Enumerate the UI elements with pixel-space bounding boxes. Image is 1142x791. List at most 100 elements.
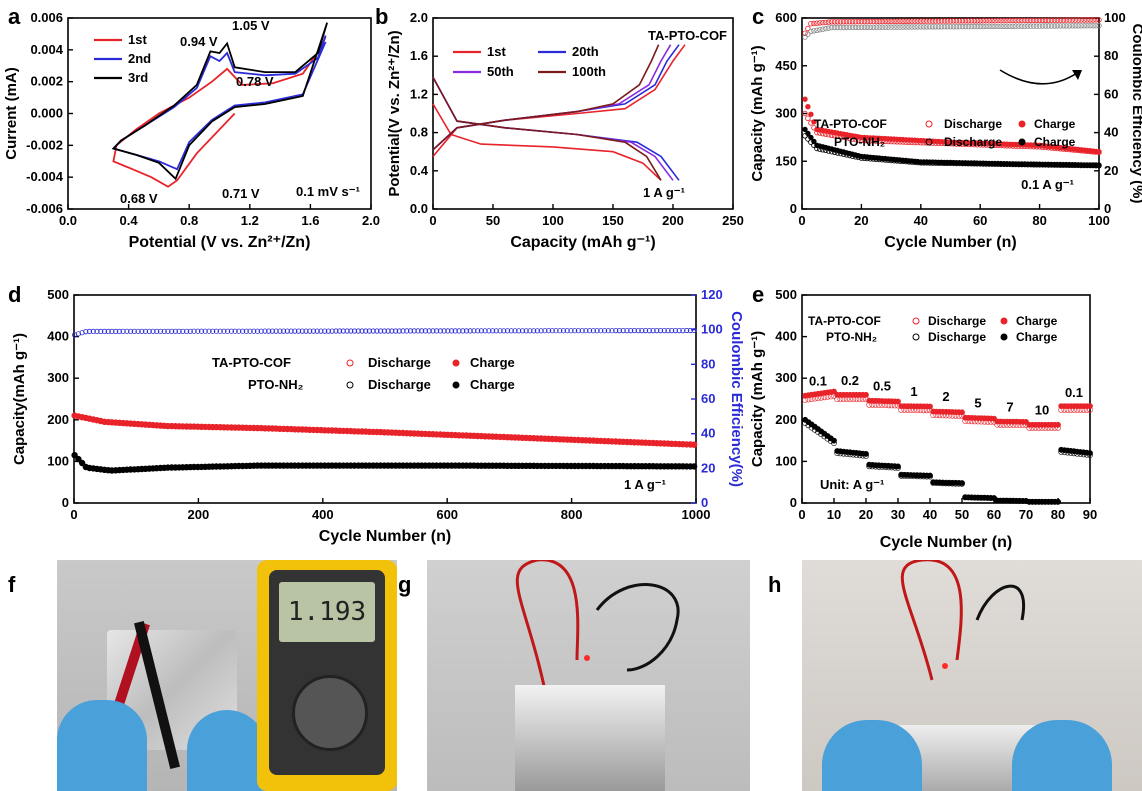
panel-letter-g: g <box>398 572 412 597</box>
point-PTO-NH₂ CE <box>1016 23 1022 29</box>
point-PTO-NH₂ CE <box>867 24 873 30</box>
point-PTO-NH₂ CE <box>1063 23 1069 29</box>
point-CE <box>433 328 440 334</box>
y-axis-label: Current (mA) <box>3 67 20 160</box>
point-PTO-NH₂ CE <box>876 24 882 30</box>
point-CE <box>336 328 343 334</box>
point-PTO-NH₂ CE <box>1087 23 1093 29</box>
point-CE <box>486 328 492 334</box>
y2-tick-label: 100 <box>701 322 723 337</box>
legend-label: Discharge <box>368 377 431 392</box>
point-TA-PTO-COF Discharge <box>832 133 838 139</box>
y-tick-label: 600 <box>775 10 797 25</box>
point-PTO-NH₂ Discharge <box>858 155 865 161</box>
point-TA-PTO-COF Discharge <box>855 137 862 143</box>
point-discharge-TA-PTO-COF <box>968 418 975 425</box>
point-TA-PTO-COF CE <box>885 18 891 25</box>
point-TA-PTO-COF Discharge <box>811 125 817 131</box>
x-tick-label: 90 <box>1083 507 1097 522</box>
point-PTO-NH₂ CE <box>891 24 897 30</box>
point-CE <box>228 328 234 334</box>
point-TA-PTO-COF CE <box>1075 17 1081 23</box>
point-CE <box>135 328 141 334</box>
point-TA-PTO-COF Discharge <box>843 135 850 141</box>
point-TA-PTO-COF CE <box>840 19 847 25</box>
point-PTO-NH₂ Discharge <box>1039 162 1046 168</box>
point-TA-PTO-COF Discharge <box>980 142 986 148</box>
point-CE <box>273 328 279 334</box>
multimeter: 1.193 <box>257 560 397 791</box>
x-tick-label: 80 <box>1032 213 1046 228</box>
y-axis-label: Capacity (mAh g⁻¹) <box>749 331 766 467</box>
legend-label: TA-PTO-COF <box>814 117 887 131</box>
point-PTO-NH₂ CE <box>808 28 814 35</box>
point-CE <box>169 328 175 334</box>
point-PTO-NH₂ CE <box>817 27 823 33</box>
point-TA-PTO-COF Discharge <box>802 110 808 117</box>
point-CE <box>404 328 410 334</box>
legend-label: Discharge <box>944 117 1002 131</box>
point-PTO-NH₂ Discharge <box>897 158 903 164</box>
panel-letter-h: h <box>768 572 782 597</box>
point-PTO-NH₂ Discharge <box>1090 162 1096 169</box>
point-TA-PTO-COF Discharge <box>930 140 936 146</box>
point-TA-PTO-COF CE <box>912 18 918 24</box>
legend-label: 2nd <box>128 51 151 66</box>
point-CE <box>598 328 604 334</box>
point-CE <box>631 327 638 334</box>
point-PTO-NH₂ CE <box>1075 23 1081 29</box>
point-TA-PTO-COF Discharge <box>885 138 891 145</box>
point-TA-PTO-COF CE <box>846 19 853 25</box>
point-TA-PTO-COF Discharge <box>1042 144 1049 151</box>
plot-frame <box>432 17 734 210</box>
point-discharge-TA-PTO-COF <box>885 402 892 409</box>
point-PTO-NH₂ Discharge <box>808 139 814 145</box>
x-tick-label: 40 <box>923 507 937 522</box>
point-TA-PTO-COF <box>1055 421 1061 428</box>
point-TA-PTO-COF CE <box>977 18 983 24</box>
point-CE <box>154 328 160 334</box>
point-CE <box>684 327 690 334</box>
point-discharge-TA-PTO-COF <box>1087 406 1093 413</box>
point-TA-PTO-COF Discharge <box>998 142 1004 149</box>
point-CE <box>691 327 697 334</box>
charge-curve-100th <box>432 44 660 151</box>
arrow-head <box>1072 70 1082 80</box>
point-CE <box>564 328 570 334</box>
point-discharge-PTO-NH₂ <box>959 480 965 487</box>
point-PTO-NH₂ Discharge <box>802 133 808 139</box>
point-PTO-NH₂ CE <box>906 24 912 30</box>
point-TA-PTO-COF CE <box>829 19 835 25</box>
point-discharge-TA-PTO-COF <box>997 421 1004 428</box>
point-TA-PTO-COF CE <box>1072 17 1078 23</box>
point-PTO-NH₂ CE <box>840 24 847 31</box>
legend-marker-discharge <box>346 381 354 389</box>
point-PTO-NH₂ Discharge <box>882 157 888 163</box>
point-TA-PTO-COF Charge <box>802 96 808 102</box>
point-CE <box>534 328 541 334</box>
legend-label: PTO-NH₂ <box>834 135 885 149</box>
point-TA-PTO-COF Discharge <box>840 134 847 141</box>
point-TA-PTO-COF Discharge <box>814 129 820 136</box>
point-CE <box>277 328 283 334</box>
point-CE <box>557 328 563 334</box>
x-axis-label: Cycle Number (n) <box>319 528 451 545</box>
annotation: 0.71 V <box>222 186 260 201</box>
point-PTO-NH₂ CE <box>912 24 918 30</box>
point-PTO-NH₂ CE <box>947 24 954 30</box>
point-CE <box>195 328 201 334</box>
point-discharge-TA-PTO-COF <box>827 393 834 400</box>
point-PTO-NH₂ CE <box>1081 23 1087 29</box>
point-CE <box>456 328 462 334</box>
x-tick-label: 200 <box>662 213 684 228</box>
point-PTO-NH₂ Discharge <box>1048 162 1055 168</box>
point-PTO-NH₂ CE <box>826 25 832 31</box>
point-TA-PTO-COF Discharge <box>891 138 897 145</box>
point-CE <box>385 328 391 334</box>
point-TA-PTO-COF Discharge <box>864 138 870 144</box>
point-TA-PTO-COF CE <box>1045 17 1052 23</box>
point-PTO-NH₂ CE <box>992 23 998 30</box>
point-CE <box>657 327 664 334</box>
point-PTO-NH₂ CE <box>995 23 1001 30</box>
point-TA-PTO-COF CE <box>1033 17 1040 24</box>
